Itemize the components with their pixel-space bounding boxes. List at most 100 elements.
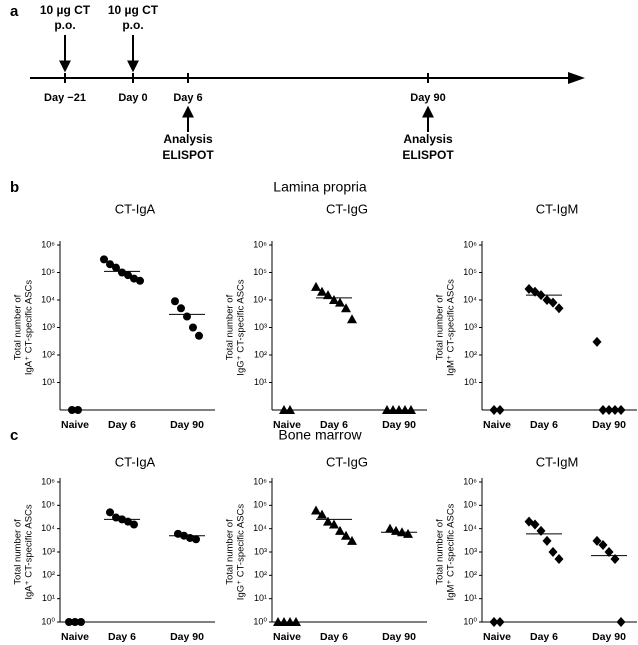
y-tick-label: 10⁶ [41, 476, 55, 486]
dose-label: 10 µg CT [108, 3, 159, 17]
y-axis-label: IgG⁺ CT-specific ASCs [236, 279, 247, 376]
data-point [489, 617, 499, 627]
data-point [548, 547, 558, 557]
data-point [403, 528, 413, 538]
x-tick-label: Naive [273, 631, 301, 643]
data-point [183, 312, 191, 321]
x-tick-label: Naive [483, 419, 511, 431]
dose-label: p.o. [122, 18, 143, 32]
data-point [106, 508, 114, 517]
y-tick-label: 10⁴ [253, 294, 267, 304]
y-axis-label: Total number of [13, 519, 24, 585]
x-tick-label: Naive [61, 419, 89, 431]
y-tick-label: 10⁴ [463, 294, 477, 304]
y-tick-label: 10² [464, 349, 477, 359]
chart-title: CT-IgA [115, 201, 156, 216]
y-tick-label: 10⁰ [463, 616, 477, 626]
data-point [592, 336, 602, 347]
data-point [118, 268, 126, 277]
data-point [616, 405, 626, 415]
data-point [136, 276, 144, 285]
y-tick-label: 10⁰ [253, 616, 267, 626]
data-point [285, 405, 295, 414]
panel-letter: b [10, 179, 19, 196]
data-point [71, 618, 79, 626]
data-point [65, 618, 73, 626]
analysis-label: ELISPOT [162, 148, 214, 162]
data-point [112, 263, 120, 272]
y-axis-label: IgA⁺ CT-specific ASCs [24, 504, 35, 600]
y-tick-label: 10³ [464, 322, 477, 332]
data-point [495, 405, 505, 415]
chart-title: CT-IgM [536, 454, 579, 469]
y-axis-label: IgA⁺ CT-specific ASCs [24, 280, 35, 376]
chart-title: CT-IgA [115, 454, 156, 469]
data-point [616, 617, 626, 627]
data-point [192, 535, 200, 544]
x-tick-label: Day 90 [170, 631, 204, 643]
panel-letter: a [10, 3, 19, 20]
data-point [598, 539, 608, 550]
dose-label: 10 µg CT [40, 3, 91, 17]
y-tick-label: 10⁶ [41, 239, 55, 249]
y-tick-label: 10² [254, 570, 267, 580]
data-point [604, 547, 614, 557]
data-point [341, 303, 351, 313]
data-point [542, 535, 552, 546]
data-point [77, 618, 85, 626]
x-tick-label: Naive [483, 631, 511, 643]
x-tick-label: Day 90 [592, 631, 626, 643]
data-point [536, 525, 546, 536]
y-tick-label: 10² [464, 570, 477, 580]
x-tick-label: Naive [61, 631, 89, 643]
y-tick-label: 10³ [254, 546, 267, 556]
chart-title: CT-IgM [536, 201, 579, 216]
x-tick-label: Day 90 [382, 419, 416, 431]
data-point [68, 406, 76, 414]
y-tick-label: 10² [42, 570, 55, 580]
x-tick-label: Day 6 [530, 419, 558, 431]
y-tick-label: 10¹ [42, 593, 55, 603]
y-tick-label: 10⁵ [463, 267, 477, 277]
data-point [554, 303, 564, 314]
data-point [604, 405, 614, 415]
data-point [530, 519, 540, 530]
x-tick-label: Day 6 [320, 631, 348, 643]
data-point [530, 286, 540, 297]
x-tick-label: Day 6 [108, 631, 136, 643]
y-axis-label: Total number of [225, 519, 236, 585]
data-point [592, 535, 602, 546]
day-label: Day 90 [410, 92, 445, 104]
data-point [347, 314, 357, 324]
y-tick-label: 10⁴ [41, 523, 55, 533]
data-point [291, 617, 301, 626]
y-tick-label: 10⁵ [253, 267, 267, 277]
x-tick-label: Day 90 [592, 419, 626, 431]
data-point [189, 323, 197, 332]
data-point [195, 331, 203, 340]
y-tick-label: 10² [254, 349, 267, 359]
y-tick-label: 10¹ [464, 593, 477, 603]
chart-title: CT-IgG [326, 454, 368, 469]
y-tick-label: 10⁵ [41, 500, 55, 510]
y-tick-label: 10³ [254, 322, 267, 332]
chart-title: CT-IgG [326, 201, 368, 216]
y-tick-label: 10⁵ [463, 500, 477, 510]
y-axis-label: Total number of [13, 294, 24, 360]
data-point [329, 519, 339, 529]
data-point [177, 304, 185, 313]
day-label: Day 6 [173, 92, 202, 104]
analysis-label: Analysis [403, 132, 453, 146]
data-point [335, 525, 345, 535]
y-tick-label: 10⁶ [253, 239, 267, 249]
data-point [74, 406, 82, 414]
y-axis-label: Total number of [225, 294, 236, 360]
y-tick-label: 10⁴ [253, 523, 267, 533]
y-axis-label: IgG⁺ CT-specific ASCs [236, 504, 247, 601]
data-point [554, 554, 564, 565]
y-tick-label: 10⁶ [463, 476, 477, 486]
y-tick-label: 10¹ [254, 377, 267, 387]
data-point [495, 617, 505, 627]
